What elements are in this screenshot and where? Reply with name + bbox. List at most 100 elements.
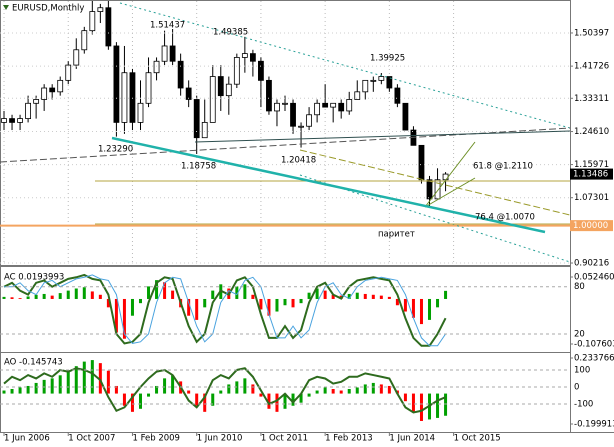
histogram-bar <box>26 385 30 394</box>
histogram-bar <box>243 378 247 394</box>
candle-body <box>169 45 176 62</box>
candle-body <box>241 53 248 58</box>
histogram-bar <box>251 384 255 394</box>
candle-body <box>330 102 337 108</box>
histogram-bar <box>355 387 359 394</box>
candle-body <box>25 102 31 119</box>
histogram-bar <box>171 290 175 299</box>
histogram-bar <box>291 393 295 406</box>
candle-body <box>258 60 264 81</box>
histogram-bar <box>387 296 391 299</box>
histogram-bar <box>106 298 110 308</box>
histogram-bar <box>195 298 199 320</box>
histogram-bar <box>436 393 440 418</box>
candle-body <box>426 179 433 200</box>
x-tick-label: 1 Oct 2007 <box>68 434 115 444</box>
price-label: 1.00000 <box>573 221 608 231</box>
candle-body <box>201 122 208 139</box>
y2-tick-label: 20 <box>574 329 585 339</box>
candle-body <box>225 83 232 97</box>
candle-body <box>362 79 369 93</box>
histogram-bar <box>114 385 118 394</box>
annotation: 1.39925 <box>370 54 405 64</box>
histogram-bar <box>171 375 175 394</box>
histogram-bar <box>347 293 351 299</box>
histogram-bar <box>419 393 423 421</box>
histogram-bar <box>275 298 279 312</box>
histogram-bar <box>211 393 215 406</box>
candle-body <box>394 87 401 104</box>
symbol-icon <box>3 5 9 10</box>
candle-body <box>370 79 377 82</box>
panel-frame <box>0 0 571 266</box>
y2-tick-label: -100 <box>574 399 593 409</box>
candle-body <box>153 60 160 74</box>
candle-body <box>129 72 136 123</box>
histogram-bar <box>2 296 6 299</box>
histogram-bar <box>235 381 239 394</box>
x-tick-label: 1 Oct 2015 <box>454 434 501 444</box>
x-tick-label: 1 Jun 2010 <box>197 434 243 444</box>
histogram-bar <box>379 295 383 299</box>
histogram-bar <box>275 393 279 412</box>
candle-body <box>314 102 321 116</box>
histogram-bar <box>355 292 359 299</box>
candle-body <box>233 57 240 85</box>
histogram-bar <box>122 298 126 339</box>
candle-body <box>338 102 345 112</box>
indicator-title: AC 0.0193993 <box>4 273 64 283</box>
trendlines <box>0 2 570 263</box>
y-tick-label: -0.107603 <box>574 340 614 350</box>
histogram-bar <box>283 393 287 409</box>
annotation: паритет <box>378 230 415 240</box>
candle-body <box>249 53 256 62</box>
histogram-bar <box>259 393 263 397</box>
histogram-bar <box>203 298 207 308</box>
y2-tick-label: 100 <box>574 365 590 375</box>
oscillator-line <box>3 273 447 347</box>
candle-body <box>442 173 449 181</box>
trend-line <box>299 149 570 216</box>
histogram-bar <box>251 294 255 299</box>
histogram-bar <box>163 282 167 299</box>
histogram-bar <box>267 298 271 316</box>
annotation: 1.20418 <box>281 156 316 166</box>
annotations: 1.23290 1.51437 1.18758 1.49385 1.20418 … <box>98 21 535 240</box>
histogram-bar <box>163 378 167 394</box>
annotation: 1.18758 <box>181 162 216 172</box>
histogram-bar <box>187 298 191 316</box>
candle-body <box>89 11 96 32</box>
histogram-bar <box>387 385 391 394</box>
histogram-bar <box>363 384 367 394</box>
histogram-bar <box>74 366 78 394</box>
histogram-bar <box>227 384 231 394</box>
histogram-bar <box>122 393 126 406</box>
last-price-label: 1.13486 <box>573 170 608 180</box>
y-tick-label: 1.33311 <box>574 94 609 104</box>
candle-body <box>161 45 168 62</box>
histogram-bar <box>18 298 22 299</box>
histogram-bar <box>155 280 159 299</box>
candle-body <box>386 76 393 89</box>
histogram-bar <box>42 293 46 299</box>
candle-body <box>65 64 72 81</box>
histogram-bar <box>50 378 54 394</box>
y-tick-label: 0.052460 <box>574 273 614 283</box>
channel-line <box>299 174 570 263</box>
histogram-bar <box>307 292 311 299</box>
candle-body <box>266 79 272 112</box>
histogram-bar <box>283 298 287 306</box>
x-tick-label: 1 Feb 2009 <box>132 434 180 444</box>
histogram-bar <box>267 393 271 409</box>
histogram-bar <box>323 290 327 299</box>
histogram-bar <box>187 390 191 394</box>
oscillator-line <box>3 367 446 414</box>
candle-body <box>105 7 112 47</box>
candle-body <box>81 30 88 51</box>
histogram-bar <box>363 293 367 299</box>
histogram-bar <box>299 298 303 304</box>
candle-body <box>282 102 288 105</box>
histogram-bar <box>34 294 38 299</box>
